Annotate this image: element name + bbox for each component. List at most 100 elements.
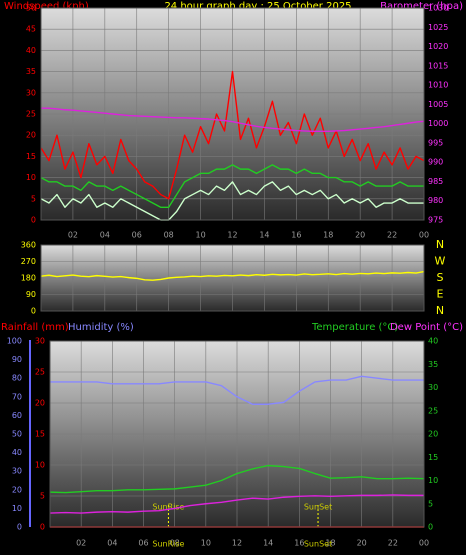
y-tick-label: 15 xyxy=(35,430,45,439)
y2-tick-label: 985 xyxy=(428,177,443,186)
y-tick-label: 50 xyxy=(26,4,36,13)
x-tick-label: 20 xyxy=(355,231,365,240)
y-tick-label: 30 xyxy=(35,337,45,346)
y3-tick-label: 100 xyxy=(7,337,22,346)
x-tick-label: 04 xyxy=(107,539,117,548)
y2-tick-label: 0 xyxy=(428,523,433,532)
plot-frame xyxy=(40,244,425,312)
x-tick-label: 16 xyxy=(291,231,301,240)
y2-tick-label: E xyxy=(437,288,444,301)
y-tick-label: 90 xyxy=(26,290,36,299)
y3-tick-label: 0 xyxy=(17,523,22,532)
windspeed-label: Windspeed (kph) xyxy=(4,1,89,12)
y2-tick-label: N xyxy=(436,304,444,317)
y3-tick-label: 20 xyxy=(12,485,22,494)
x-tick-label: 06 xyxy=(138,539,148,548)
series-line xyxy=(40,164,424,208)
y-tick-label: 10 xyxy=(26,173,36,182)
x-tick-label: 04 xyxy=(100,231,110,240)
y3-tick-label: 50 xyxy=(12,430,22,439)
y2-tick-label: 25 xyxy=(428,406,438,415)
x-tick-label: 22 xyxy=(387,231,397,240)
x-tick-label: 12 xyxy=(232,539,242,548)
x-tick-label: 08 xyxy=(164,231,174,240)
y2-tick-label: 35 xyxy=(428,360,438,369)
y3-tick-label: 70 xyxy=(12,392,22,401)
y-tick-label: 360 xyxy=(21,241,36,250)
y2-tick-label: 975 xyxy=(428,216,443,225)
y-tick-label: 0 xyxy=(31,307,36,316)
y-tick-label: 25 xyxy=(35,368,45,377)
y2-tick-label: 1020 xyxy=(428,42,448,51)
y3-tick-label: 30 xyxy=(12,467,22,476)
rainfall-label: Rainfall (mm) xyxy=(1,322,69,333)
temperature-label: Temperature (°C) xyxy=(311,322,398,333)
series-line xyxy=(49,464,425,494)
x-tick-label: 14 xyxy=(259,231,269,240)
sun-label: SunRise xyxy=(152,503,184,512)
y2-tick-label: N xyxy=(436,238,444,251)
y-tick-label: 35 xyxy=(26,67,36,76)
y2-tick-label: S xyxy=(437,271,444,284)
y2-tick-label: 990 xyxy=(428,158,443,167)
y2-tick-label: 1005 xyxy=(428,100,448,109)
y-tick-label: 20 xyxy=(35,399,45,408)
x-tick-label: 00 xyxy=(419,539,429,548)
dewpoint-label: Dew Point (°C) xyxy=(390,322,463,333)
y-tick-label: 0 xyxy=(31,216,36,225)
y-tick-label: 10 xyxy=(35,461,45,470)
y2-tick-label: 40 xyxy=(428,337,438,346)
y-tick-label: 180 xyxy=(21,274,36,283)
y-tick-label: 40 xyxy=(26,46,36,55)
y2-tick-label: 5 xyxy=(428,499,433,508)
x-tick-label: 02 xyxy=(68,231,78,240)
y-tick-label: 20 xyxy=(26,131,36,140)
x-tick-label: 02 xyxy=(76,539,86,548)
y3-tick-label: 80 xyxy=(12,374,22,383)
barometer-label: Barometer (hpa) xyxy=(380,1,463,12)
sun-label-axis: SunRise xyxy=(152,540,184,549)
y2-tick-label: 20 xyxy=(428,430,438,439)
y3-tick-label: 10 xyxy=(12,504,22,513)
x-tick-label: 08 xyxy=(170,539,180,548)
x-tick-label: 14 xyxy=(263,539,273,548)
y2-tick-label: 1010 xyxy=(428,81,448,90)
x-tick-label: 22 xyxy=(388,539,398,548)
plot-frame xyxy=(40,7,425,221)
x-tick-label: 20 xyxy=(357,539,367,548)
y-tick-label: 25 xyxy=(26,110,36,119)
y-tick-label: 5 xyxy=(40,492,45,501)
y2-tick-label: 10 xyxy=(428,476,438,485)
series-line xyxy=(40,181,424,221)
x-tick-label: 10 xyxy=(195,231,205,240)
y-tick-label: 45 xyxy=(26,25,36,34)
sun-label: SunSet xyxy=(304,503,332,512)
series-line xyxy=(49,494,424,514)
y2-tick-label: 995 xyxy=(428,138,443,147)
series-line xyxy=(40,70,425,200)
chart-title: 24 hour graph day : 25 October 2025 xyxy=(164,1,351,12)
y-tick-label: 30 xyxy=(26,88,36,97)
y2-tick-label: 980 xyxy=(428,196,443,205)
y3-tick-label: 60 xyxy=(12,411,22,420)
x-tick-label: 18 xyxy=(323,231,333,240)
series-line xyxy=(41,107,425,133)
y2-tick-label: 1015 xyxy=(428,61,448,70)
series-line xyxy=(40,270,425,281)
sun-label-axis: SunSet xyxy=(304,540,332,549)
y2-tick-label: 30 xyxy=(428,383,438,392)
y3-tick-label: 90 xyxy=(12,355,22,364)
series-line xyxy=(50,375,424,405)
x-tick-label: 06 xyxy=(132,231,142,240)
y2-tick-label: 1030 xyxy=(428,4,448,13)
y3-tick-label: 40 xyxy=(12,448,22,457)
x-tick-label: 10 xyxy=(201,539,211,548)
y-tick-label: 5 xyxy=(31,194,36,203)
x-tick-label: 16 xyxy=(294,539,304,548)
x-tick-label: 00 xyxy=(419,231,429,240)
humidity-label: Humidity (%) xyxy=(68,322,134,333)
y-tick-label: 15 xyxy=(26,152,36,161)
x-tick-label: 12 xyxy=(227,231,237,240)
